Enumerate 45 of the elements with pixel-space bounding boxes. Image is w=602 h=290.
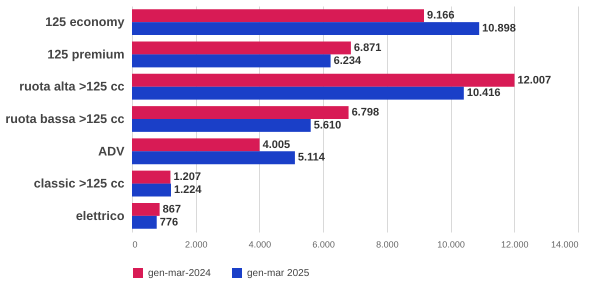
data-label: 6.798 bbox=[352, 106, 380, 119]
x-tick-label: 10.000 bbox=[437, 240, 465, 250]
bar bbox=[132, 42, 351, 54]
x-tick-label: 12.000 bbox=[501, 240, 529, 250]
data-label: 6.871 bbox=[354, 42, 382, 54]
bar bbox=[132, 216, 157, 229]
data-label: 9.166 bbox=[427, 10, 455, 22]
bar bbox=[132, 74, 515, 87]
bar bbox=[132, 106, 349, 119]
y-tick-label: classic >125 cc bbox=[34, 176, 125, 191]
data-label: 867 bbox=[162, 203, 181, 216]
y-tick-label: ADV bbox=[98, 144, 126, 158]
data-label: 12.007 bbox=[518, 74, 552, 86]
bar bbox=[132, 54, 331, 68]
y-tick-label: ruota bassa >125 cc bbox=[5, 112, 125, 126]
data-label: 5.114 bbox=[298, 152, 326, 164]
x-tick-label: 4.000 bbox=[248, 240, 272, 250]
legend-label: gen-mar 2025 bbox=[247, 268, 310, 279]
bar bbox=[132, 86, 464, 100]
x-tick-label: 8.000 bbox=[376, 240, 399, 250]
y-tick-label: 125 premium bbox=[47, 47, 124, 62]
bar bbox=[132, 170, 170, 184]
bar bbox=[132, 202, 160, 216]
bar bbox=[132, 9, 424, 22]
data-label: 1.224 bbox=[174, 184, 202, 196]
y-tick-label: ruota alta >125 cc bbox=[19, 80, 125, 94]
bar bbox=[132, 138, 260, 152]
x-tick-label: 2.000 bbox=[184, 240, 208, 250]
data-label: 776 bbox=[160, 216, 178, 228]
data-label: 5.610 bbox=[314, 119, 342, 132]
y-tick-label: elettrico bbox=[76, 208, 125, 223]
data-label: 1.207 bbox=[173, 171, 201, 184]
bar bbox=[132, 184, 171, 196]
data-label: 10.898 bbox=[482, 22, 516, 35]
legend-label: gen-mar-2024 bbox=[148, 268, 212, 279]
x-tick-label: 0 bbox=[132, 240, 138, 250]
data-label: 10.416 bbox=[466, 87, 500, 100]
y-tick-label: 125 economy bbox=[45, 15, 125, 30]
bar bbox=[132, 151, 295, 164]
bar bbox=[132, 22, 480, 36]
x-tick-label: 14.000 bbox=[550, 240, 578, 250]
x-tick-label: 6.000 bbox=[312, 240, 335, 250]
data-label: 6.234 bbox=[334, 54, 362, 67]
data-label: 4.005 bbox=[262, 138, 290, 151]
bar bbox=[132, 119, 311, 132]
